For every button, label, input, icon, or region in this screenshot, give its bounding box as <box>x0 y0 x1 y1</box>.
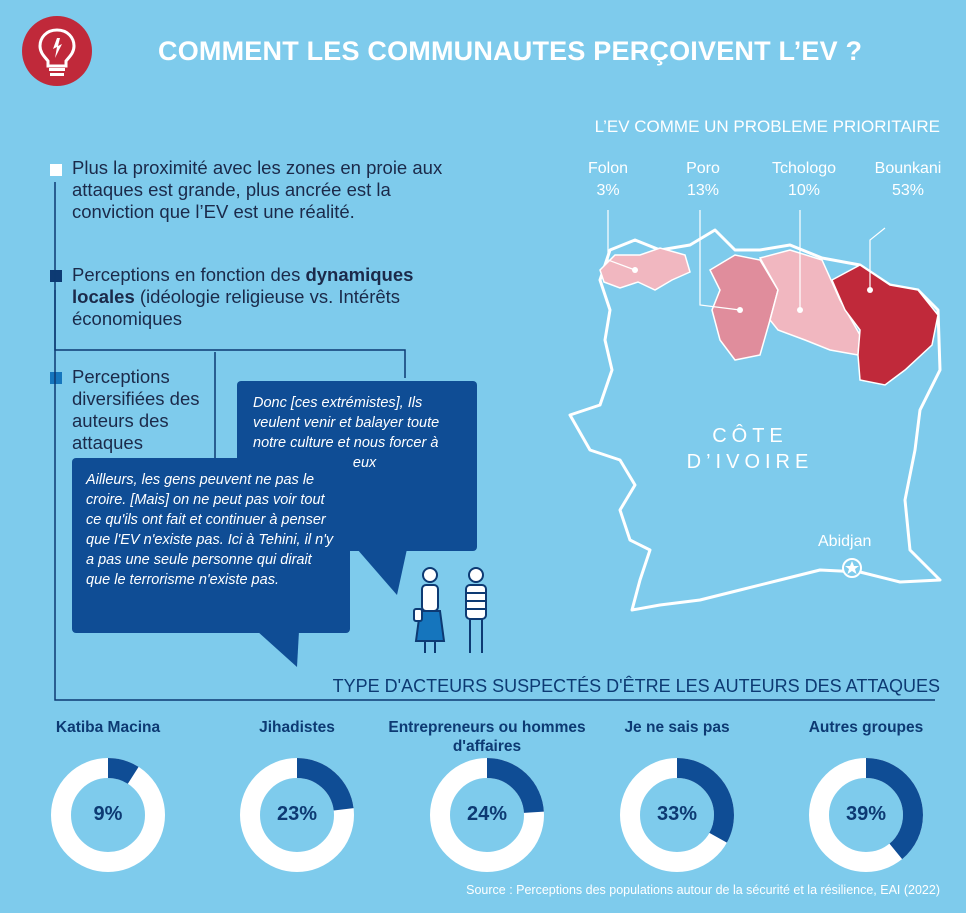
region-folon <box>599 247 691 291</box>
donut-chart <box>51 758 165 872</box>
bullet-text-2: Perceptions en fonction des dynamiques l… <box>72 264 452 330</box>
donut-value: 33% <box>656 803 698 825</box>
region-tchologo <box>758 249 861 356</box>
donut-chart <box>240 758 354 872</box>
cote-divoire-map <box>568 210 942 612</box>
region-label-folon: Folon 3% <box>568 158 648 202</box>
bullet-square <box>50 372 62 384</box>
donut-value: 9% <box>93 803 123 825</box>
donut-slice <box>620 758 734 872</box>
donut-slice <box>240 758 354 872</box>
bullet-text-2-part: (idéologie religieuse vs. Intérêts écono… <box>72 286 401 329</box>
region-name: Folon <box>587 160 629 177</box>
region-value: 13% <box>686 182 720 199</box>
region-label-tchologo: Tchologo 10% <box>764 158 844 202</box>
page-title: COMMENT LES COMMUNAUTES PERÇOIVENT L’EV … <box>158 36 863 66</box>
donut-label: Autres groupes <box>808 719 924 736</box>
region-poro <box>709 254 779 361</box>
bullet-square <box>50 270 62 282</box>
country-outline <box>568 228 942 612</box>
donut-chart <box>620 758 734 872</box>
region-value: 3% <box>596 182 620 199</box>
region-value: 53% <box>891 182 925 199</box>
donut-slice <box>51 758 165 872</box>
donut-chart <box>430 758 544 872</box>
region-label-poro: Poro 13% <box>663 158 743 202</box>
region-name: Poro <box>686 160 720 177</box>
lightbulb-icon <box>38 28 76 76</box>
bubble-tail <box>257 631 299 667</box>
abidjan-star-icon <box>842 558 862 578</box>
quote-bubble-2: Ailleurs, les gens peuvent ne pas le cro… <box>72 458 350 667</box>
quote-text-2: Ailleurs, les gens peuvent ne pas le cro… <box>86 472 334 588</box>
bullet-text-3: Perceptions diversifiées des auteurs des… <box>72 366 200 453</box>
donut-label: Katiba Macina <box>55 719 161 736</box>
donut-value: 23% <box>276 803 318 825</box>
donut-slice <box>809 758 923 872</box>
bullet-text-1: Plus la proximité avec les zones en proi… <box>72 157 443 222</box>
region-name: Bounkani <box>874 160 942 177</box>
donut-label: Entrepreneurs ou hommes d'affaires <box>388 719 586 755</box>
donut-value: 24% <box>466 803 508 825</box>
source-note: Source : Perceptions des populations aut… <box>466 883 940 897</box>
lightbulb-logo <box>22 16 92 86</box>
region-name: Tchologo <box>771 160 837 177</box>
bullet-text-2-bold: dynamiques locales <box>72 264 414 307</box>
map-country-label: CÔTE D’IVOIRE <box>686 425 814 473</box>
bubble-tail <box>357 549 407 595</box>
donut-label: Jihadistes <box>259 719 335 736</box>
donut-slice <box>430 758 544 872</box>
region-value: 10% <box>787 182 821 199</box>
bullet-square <box>50 164 62 176</box>
chart-title: TYPE D'ACTEURS SUSPECTÉS D'ÊTRE LES AUTE… <box>332 676 940 696</box>
region-bounkani <box>831 264 939 386</box>
map-title: L’EV COMME UN PROBLEME PRIORITAIRE <box>594 117 940 136</box>
region-label-bounkani: Bounkani 53% <box>868 158 948 202</box>
map-city-label: Abidjan <box>818 533 872 550</box>
donut-chart <box>809 758 923 872</box>
donut-label: Je ne sais pas <box>624 719 730 736</box>
bullet-text-2-part: Perceptions en fonction des <box>72 264 306 285</box>
people-icon <box>413 567 487 653</box>
donut-value: 39% <box>845 803 887 825</box>
